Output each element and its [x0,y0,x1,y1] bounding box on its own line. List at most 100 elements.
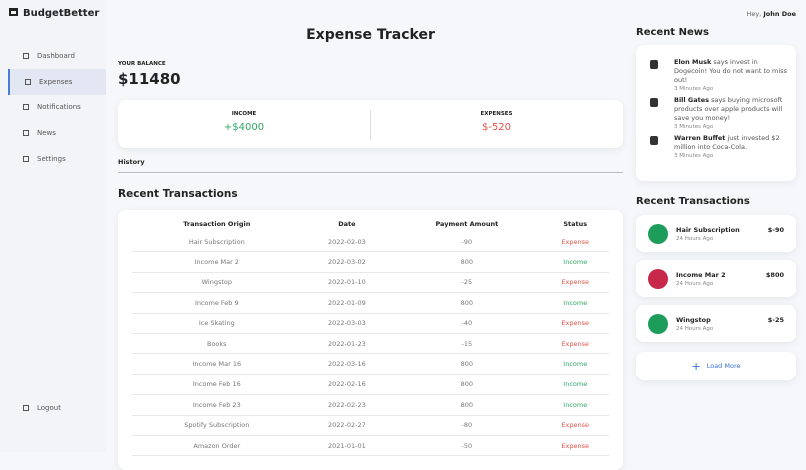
recent-amount: $800 [765,271,784,279]
separator [118,172,623,173]
page-title: Expense Tracker [306,27,435,43]
cell: Spotify Subscription [184,421,250,430]
cell: Expense [561,441,590,450]
nav-label: Notifications [37,103,81,112]
recent-title: Recent Transactions [636,196,750,207]
load-more[interactable]: + Load More [636,352,796,380]
news-text: says buying microsoft products over appl… [674,96,783,122]
summary-card: INCOME +$4000 EXPENSES $-520 [118,100,623,148]
cell: 800 [460,258,474,267]
recent-amount: $-90 [767,226,784,234]
news-card: Elon Musk says invest in Dogecoin! You d… [636,45,796,181]
cell: -80 [461,421,473,430]
recent-amount: $-25 [767,316,784,324]
greeting-text: Hey, [746,10,762,18]
table-row: Income Feb 16 2022-02-16 800 Income [132,375,609,396]
news-author: Warren Buffet [674,134,726,142]
cell: Wingstop [201,278,232,287]
cell: Hair Subscription [188,237,245,246]
cell: Books [207,339,227,348]
income-label: INCOME [231,111,257,117]
cell: -40 [461,319,473,328]
header-cell: Status [563,220,588,228]
logout-text: Logout [37,404,61,412]
cell: 2022-02-23 [327,400,366,409]
page: BudgetBetter Logout Hey, John Doe Expens… [8,8,796,457]
news-item: Elon Musk says invest in Dogecoin! You d… [650,58,790,94]
expenses-label: EXPENSES [480,111,513,117]
cell: Income Mar 16 [192,360,242,369]
recent-name: Wingstop [676,316,711,324]
nav-label: Dashboard [37,52,75,60]
history-tab[interactable]: History [118,158,145,166]
balance: $11480 [118,70,181,88]
expenses: $-520 [481,122,512,133]
cell: 2022-03-03 [327,319,366,328]
recent-name: Income Mar 2 [676,271,726,279]
cell: -25 [461,278,473,287]
cell: 800 [460,298,474,307]
table-row: Income Mar 16 2022-03-16 800 Income [132,354,609,375]
nav-item[interactable]: Settings [8,146,106,172]
table-row: Books 2022-01-23 -15 Expense [132,334,609,355]
cell: Expense [561,421,590,430]
header-cell: Payment Amount [435,220,499,228]
nav-item[interactable]: Notifications [8,94,106,120]
cell: Income [563,258,588,267]
cell: Income Mar 2 [194,258,240,267]
table-row: Income Feb 23 2022-02-23 800 Income [132,395,609,416]
logout[interactable]: Logout [8,395,106,421]
table-row: Amazon Order 2021-01-01 -50 Expense [132,436,609,457]
cell: Expense [561,339,590,348]
cell: -15 [461,339,473,348]
cell: 2022-01-23 [327,339,366,348]
header-cell: Date [338,220,356,228]
cell: Income Feb 9 [194,298,239,307]
header-cell: Transaction Origin [183,220,251,228]
recent-card: Income Mar 2 24 Hours Ago $800 [636,260,796,297]
table-row: Ice Skating 2022-03-03 -40 Expense [132,314,609,334]
nav-item[interactable]: Expenses [8,68,106,95]
news-text: just invested $2 million into Coca-Cola. [674,134,780,151]
nav-item[interactable]: Dashboard [8,43,106,69]
news-author: Bill Gates [674,96,710,104]
load-more-text: Load More [706,362,741,370]
news-title: Recent News [636,27,709,38]
user-name: John Doe [763,10,796,18]
balance-label: YOUR BALANCE [118,61,166,67]
cell: Income [563,380,588,389]
table-header: Transaction Origin Date Payment Amount Stat… [132,216,609,232]
table-row: Income Feb 9 2022-01-09 800 Income [132,293,609,314]
nav-label: Expenses [39,77,73,86]
divider [370,110,371,140]
cell: 2021-01-01 [327,441,366,450]
cell: 800 [460,380,474,389]
recent-card: Wingstop 24 Hours Ago $-25 [636,305,796,342]
table-row: Spotify Subscription 2022-02-27 -80 Expense [132,416,609,436]
cell: Income Feb 16 [192,380,241,389]
recent-time: 24 Hours Ago [676,236,714,242]
news-time: 3 Minutes Ago [674,153,714,159]
recent-time: 24 Hours Ago [676,281,714,287]
recent-time: 24 Hours Ago [676,326,714,332]
news-time: 3 Minutes Ago [674,86,714,92]
table-row: Income Mar 2 2022-03-02 800 Income [132,252,609,273]
recent-name: Hair Subscription [676,226,740,234]
recent-card: Hair Subscription 24 Hours Ago $-90 [636,215,796,252]
cell: 2022-02-03 [327,237,366,246]
nav-item[interactable]: News [8,120,106,146]
cell: 2022-01-10 [327,278,366,287]
cell: 2022-03-02 [327,258,366,267]
cell: 800 [460,360,474,369]
cell: Amazon Order [193,441,241,450]
cell: Income [563,298,588,307]
cell: Income [563,400,588,409]
cell: Expense [561,319,590,328]
income: +$4000 [223,122,265,133]
brand: BudgetBetter [9,8,99,19]
cell: 2022-02-16 [327,380,366,389]
cell: -90 [461,237,473,246]
news-text: says invest in Dogecoin! You do not want… [674,58,787,84]
nav-label: News [37,129,56,138]
cell: -50 [461,441,473,450]
